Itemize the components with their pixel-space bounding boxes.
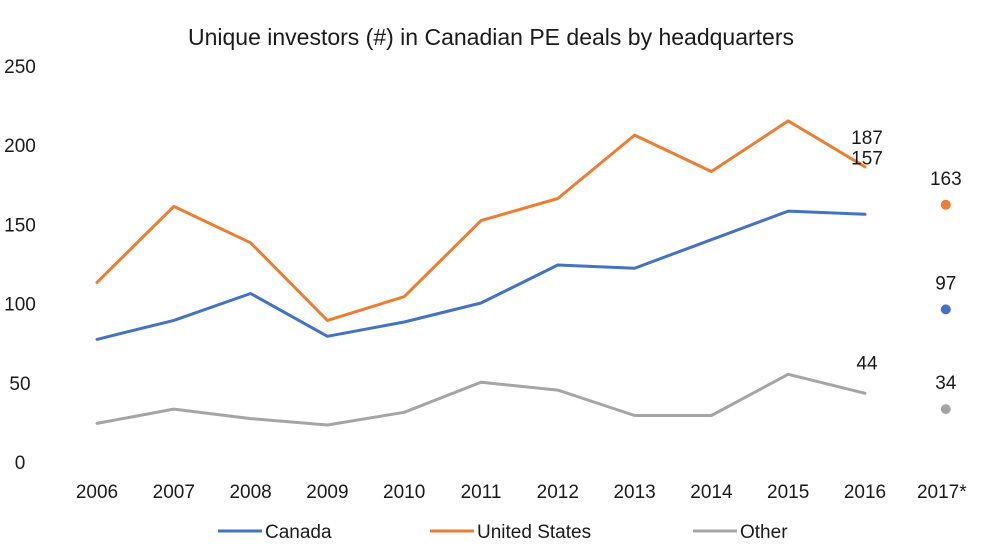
- y-tick-label: 200: [4, 136, 36, 157]
- series-line-canada: [95, 209, 867, 341]
- partial-year-point-other: [940, 404, 951, 415]
- x-tick-label: 2010: [383, 482, 425, 503]
- legend-label-united-states: United States: [477, 522, 591, 543]
- data-label: 34: [935, 373, 957, 394]
- chart-title: Unique investors (#) in Canadian PE deal…: [188, 24, 794, 50]
- x-tick-label: 2009: [306, 482, 348, 503]
- x-tick-label: 2013: [613, 482, 655, 503]
- data-labels: 157 97 187 163 44 34: [851, 128, 962, 394]
- x-tick-label: 2011: [461, 482, 502, 503]
- partial-year-point-united-states: [940, 199, 951, 210]
- data-label: 163: [930, 169, 962, 190]
- series-line-other: [95, 372, 867, 427]
- x-tick-label: 2014: [690, 482, 733, 503]
- partial-year-points: [940, 199, 951, 415]
- x-tick-label: 2016: [844, 482, 886, 503]
- y-tick-label: 50: [9, 374, 30, 395]
- x-tick-label: 2008: [229, 482, 271, 503]
- legend-label-canada: Canada: [265, 522, 332, 543]
- x-tick-label: 2015: [767, 482, 809, 503]
- y-tick-label: 0: [15, 453, 26, 474]
- x-tick-label: 2007: [153, 482, 195, 503]
- legend: Canada United States Other: [218, 522, 788, 543]
- x-tick-label: 2017*: [917, 482, 967, 503]
- partial-year-point-canada: [940, 304, 951, 315]
- x-tick-label: 2006: [76, 482, 118, 503]
- data-label: 187: [851, 128, 883, 149]
- series-line-united-states: [95, 119, 867, 322]
- data-label: 97: [935, 273, 956, 294]
- data-label: 157: [851, 148, 883, 169]
- y-tick-label: 100: [4, 295, 36, 316]
- y-tick-label: 250: [4, 57, 36, 78]
- y-tick-label: 150: [4, 215, 36, 236]
- x-tick-label: 2012: [537, 482, 579, 503]
- y-axis: 0 50 100 150 200 250: [4, 57, 36, 474]
- data-label: 44: [856, 353, 878, 374]
- series-lines: [95, 119, 867, 427]
- x-axis: 2006 2007 2008 2009 2010 2011 2012 2013 2014 2015…: [76, 482, 967, 503]
- legend-label-other: Other: [740, 522, 788, 543]
